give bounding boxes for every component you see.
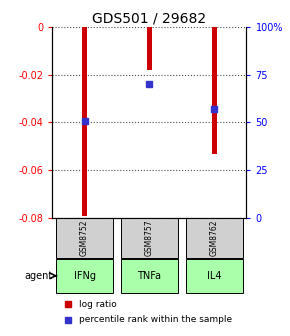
Bar [121,259,178,293]
Bar [147,27,152,70]
Text: log ratio: log ratio [79,300,117,309]
Bar [56,218,113,258]
Text: percentile rank within the sample: percentile rank within the sample [79,315,233,324]
Text: agent: agent [25,271,53,281]
Text: IFNg: IFNg [74,271,96,281]
Text: GSM8762: GSM8762 [210,220,219,256]
Bar [186,218,243,258]
Title: GDS501 / 29682: GDS501 / 29682 [92,12,206,26]
Bar [186,259,243,293]
Bar [82,27,87,216]
Text: TNFa: TNFa [137,271,161,281]
Text: GSM8752: GSM8752 [80,220,89,256]
Bar [121,218,178,258]
Bar [211,27,217,154]
Bar [56,259,113,293]
Text: IL4: IL4 [207,271,221,281]
Text: GSM8757: GSM8757 [145,220,154,256]
